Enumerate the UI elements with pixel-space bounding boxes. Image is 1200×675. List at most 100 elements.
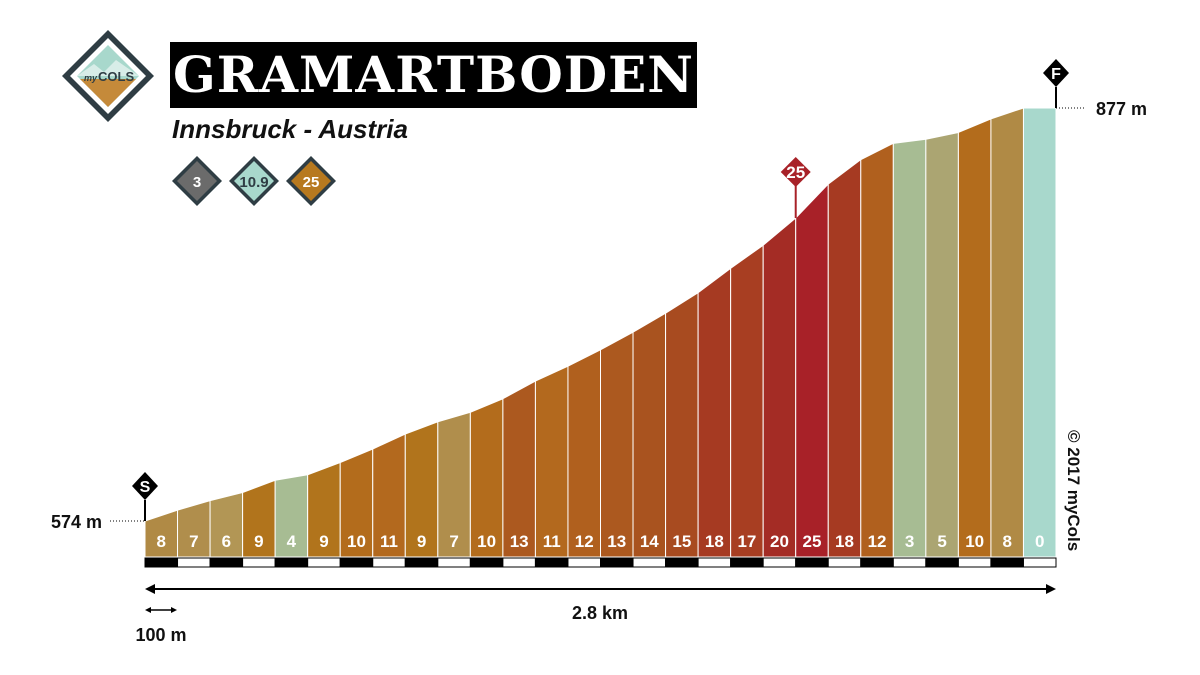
profile-segment bbox=[827, 158, 862, 558]
segment-gradient-label: 12 bbox=[868, 532, 887, 551]
stat-badge: 25 bbox=[286, 156, 336, 206]
ruler-tick bbox=[274, 557, 309, 568]
segment-gradient-label: 10 bbox=[347, 532, 366, 551]
ruler-tick bbox=[339, 557, 374, 568]
ruler-tick bbox=[404, 557, 439, 568]
ruler-tick bbox=[502, 557, 536, 568]
profile-segment bbox=[957, 118, 992, 558]
ruler-tick bbox=[762, 557, 797, 568]
start-altitude-label: 574 m bbox=[51, 512, 102, 532]
max-gradient-label: 25 bbox=[786, 163, 805, 182]
segment-gradient-label: 11 bbox=[380, 532, 398, 551]
profile-segment bbox=[730, 244, 764, 558]
ruler-tick bbox=[437, 557, 471, 568]
start-marker-label: S bbox=[140, 479, 151, 496]
segment-gradient-label: 18 bbox=[705, 532, 724, 551]
stat-badge: 10.9 bbox=[229, 156, 279, 206]
logo-prefix: my bbox=[84, 73, 98, 83]
profile-segment bbox=[600, 331, 634, 558]
ruler-tick bbox=[827, 557, 862, 568]
ruler-tick bbox=[600, 557, 634, 568]
segment-gradient-label: 25 bbox=[803, 532, 822, 551]
ruler-tick bbox=[242, 557, 276, 568]
ruler-tick bbox=[860, 557, 894, 568]
segment-gradient-label: 15 bbox=[672, 532, 691, 551]
end-altitude-label: 877 m bbox=[1096, 99, 1147, 119]
profile-segment bbox=[795, 182, 829, 558]
profile-segment bbox=[762, 216, 797, 558]
profile-segment bbox=[632, 312, 667, 558]
segment-gradient-label: 18 bbox=[835, 532, 854, 551]
segment-gradient-label: 0 bbox=[1035, 532, 1044, 551]
ruler-tick bbox=[469, 557, 504, 568]
logo-text: COLS bbox=[98, 69, 134, 84]
stat-badge-value: 10.9 bbox=[239, 174, 268, 191]
profile-segment bbox=[860, 142, 894, 558]
segment-gradient-label: 9 bbox=[417, 532, 426, 551]
ruler-tick bbox=[925, 557, 959, 568]
ruler-tick bbox=[632, 557, 667, 568]
finish-marker-label: F bbox=[1051, 66, 1061, 83]
finish-marker: F bbox=[1043, 59, 1069, 108]
ruler-tick bbox=[665, 557, 699, 568]
segment-gradient-label: 8 bbox=[1002, 532, 1011, 551]
ruler-tick bbox=[372, 557, 406, 568]
total-distance-label: 2.8 km bbox=[572, 603, 628, 623]
segment-gradient-label: 8 bbox=[157, 532, 166, 551]
ruler-tick bbox=[730, 557, 764, 568]
ruler-tick bbox=[567, 557, 602, 568]
ruler-tick bbox=[1022, 557, 1057, 568]
segment-gradient-labels: 8 7 6 9 4 9 10 11 9 7 10 13 11 12 13 14 15 18 17 20 25 18 12 3 5… bbox=[157, 532, 1045, 551]
climb-title: GRAMARTBODEN bbox=[173, 45, 694, 104]
title-box: GRAMARTBODEN bbox=[170, 42, 697, 108]
ruler-tick bbox=[177, 557, 211, 568]
stat-badge-value: 25 bbox=[303, 174, 320, 191]
ruler-tick bbox=[144, 557, 179, 568]
profile-segment bbox=[990, 107, 1024, 558]
segment-gradient-label: 7 bbox=[189, 532, 198, 551]
profile-segments bbox=[144, 107, 1057, 558]
profile-segment bbox=[925, 131, 959, 558]
segment-gradient-label: 20 bbox=[770, 532, 789, 551]
segment-gradient-label: 13 bbox=[510, 532, 529, 551]
profile-segment bbox=[502, 380, 536, 558]
distance-ruler bbox=[144, 557, 1057, 568]
stat-badge: 3 bbox=[172, 156, 222, 206]
segment-gradient-label: 3 bbox=[905, 532, 914, 551]
segment-gradient-label: 6 bbox=[222, 532, 231, 551]
segment-gradient-label: 7 bbox=[449, 532, 458, 551]
ruler-tick bbox=[957, 557, 992, 568]
stat-badge-value: 3 bbox=[193, 174, 201, 191]
ruler-tick bbox=[534, 557, 569, 568]
profile-segment bbox=[567, 349, 601, 558]
climb-location: Innsbruck - Austria bbox=[172, 114, 408, 144]
profile-segment bbox=[665, 291, 699, 558]
ruler-tick bbox=[697, 557, 732, 568]
profile-segment bbox=[1022, 107, 1057, 558]
ruler-tick bbox=[892, 557, 927, 568]
copyright: © 2017 myCols bbox=[1064, 430, 1083, 551]
ruler-tick bbox=[795, 557, 829, 568]
ruler-tick bbox=[307, 557, 341, 568]
mycols-logo: my COLS bbox=[62, 30, 154, 122]
start-marker: S bbox=[132, 472, 158, 521]
ruler-tick bbox=[209, 557, 244, 568]
segment-gradient-label: 14 bbox=[640, 532, 659, 551]
max-gradient-marker: 25 bbox=[780, 157, 811, 219]
stat-badges: 3 10.9 25 bbox=[172, 156, 336, 206]
scale-label: 100 m bbox=[135, 625, 186, 645]
segment-gradient-label: 10 bbox=[965, 532, 984, 551]
segment-gradient-label: 11 bbox=[543, 532, 561, 551]
segment-gradient-label: 5 bbox=[937, 532, 946, 551]
segment-gradient-label: 9 bbox=[319, 532, 328, 551]
scale-arrow bbox=[145, 607, 177, 613]
profile-segment bbox=[697, 267, 732, 558]
profile-segment bbox=[534, 365, 569, 558]
ruler-tick bbox=[990, 557, 1024, 568]
segment-gradient-label: 4 bbox=[287, 532, 297, 551]
segment-gradient-label: 13 bbox=[607, 532, 626, 551]
segment-gradient-label: 12 bbox=[575, 532, 594, 551]
segment-gradient-label: 17 bbox=[737, 532, 756, 551]
total-distance-arrow bbox=[145, 584, 1056, 594]
